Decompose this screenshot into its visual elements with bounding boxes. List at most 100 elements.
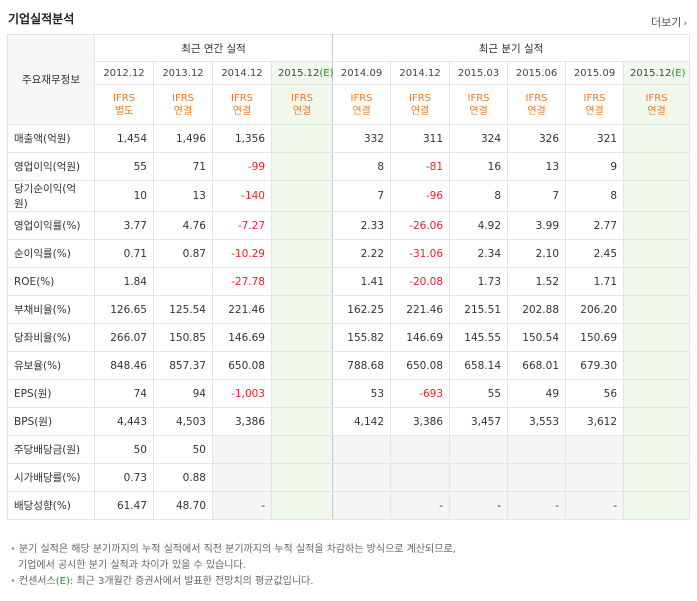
period-label: 2015.12 (630, 67, 672, 79)
table-cell: 3.77 (94, 211, 154, 240)
financial-table: 주요재무정보 최근 연간 실적 최근 분기 실적 2012.12 2013.12 2… (7, 34, 691, 520)
table-cell: 0.88 (153, 463, 213, 492)
estimate-mark: (E) (319, 67, 334, 79)
table-cell: 55 (94, 152, 154, 181)
table-cell (270, 435, 334, 464)
ifrs-header: IFRS 연결 (153, 84, 213, 125)
period-header: 2015.12(E) (270, 61, 334, 85)
footnote-2: • 컨센서스(E): 최근 3개월간 증권사에서 발표한 전망치의 평균값입니다. (10, 576, 314, 587)
table-cell: -96 (390, 180, 451, 212)
table-cell: 146.69 (390, 323, 451, 352)
ifrs-basis: 연결 (352, 105, 371, 117)
table-cell: 16 (449, 152, 509, 181)
table-cell: 145.55 (449, 323, 509, 352)
table-cell: -81 (390, 152, 451, 181)
chevron-right-icon: › (683, 19, 687, 29)
row-label: EPS(원) (7, 379, 95, 408)
table-row: 유보율(%) 848.46 857.37 650.08 788.68 650.08 658.… (7, 351, 691, 380)
table-cell (623, 295, 691, 324)
table-row: 영업이익(억원) 55 71 -99 8 -81 16 13 9 (7, 152, 691, 181)
table-cell: 49 (507, 379, 567, 408)
table-cell: 2.10 (507, 239, 567, 268)
footnote-1-text: 분기 실적은 해당 분기까지의 누적 실적에서 직전 분기까지의 누적 실적을 … (18, 544, 456, 555)
table-cell: 94 (153, 379, 213, 408)
table-row: 순이익률(%) 0.71 0.87 -10.29 2.22 -31.06 2.34 2.10 2… (7, 239, 691, 268)
table-cell: 2.45 (565, 239, 625, 268)
table-cell (623, 124, 691, 153)
ifrs-basis: 별도 (114, 105, 134, 117)
period-label: 2015.12 (278, 67, 320, 79)
table-cell: 332 (332, 124, 392, 153)
table-cell (270, 124, 334, 153)
table-cell: 150.54 (507, 323, 567, 352)
ifrs-label: IFRS (467, 92, 490, 104)
table-row: BPS(원) 4,443 4,503 3,386 4,142 3,386 3,457 3,55… (7, 407, 691, 436)
ifrs-header: IFRS 연결 (623, 84, 691, 125)
table-cell (449, 463, 509, 492)
table-cell (153, 267, 213, 296)
table-cell (270, 351, 334, 380)
table-cell (623, 379, 691, 408)
ifrs-header: IFRS 연결 (212, 84, 272, 125)
table-cell: 0.87 (153, 239, 213, 268)
footnote-1: • 분기 실적은 해당 분기까지의 누적 실적에서 직전 분기까지의 누적 실적을… (10, 544, 456, 555)
period-label: 2015.03 (457, 67, 500, 79)
table-cell: 2.34 (449, 239, 509, 268)
table-cell (623, 435, 691, 464)
table-cell (270, 180, 334, 212)
table-cell: 3.99 (507, 211, 567, 240)
table-cell: 4,142 (332, 407, 392, 436)
table-cell: - (565, 491, 625, 520)
table-cell (212, 435, 272, 464)
ifrs-label: IFRS (409, 92, 432, 104)
table-cell: 1,454 (94, 124, 154, 153)
ifrs-basis: 연결 (469, 105, 488, 117)
table-cell: 679.30 (565, 351, 625, 380)
table-row: 당기순이익(억원) 10 13 -140 7 -96 8 7 8 (7, 180, 691, 212)
table-cell: 155.82 (332, 323, 392, 352)
table-cell: 8 (565, 180, 625, 212)
table-cell: 53 (332, 379, 392, 408)
period-label: 2013.12 (162, 67, 204, 79)
period-label: 2014.12 (221, 67, 263, 79)
table-cell (390, 435, 451, 464)
table-cell (270, 239, 334, 268)
row-label: 주당배당금(원) (7, 435, 95, 464)
table-cell: 13 (507, 152, 567, 181)
row-label: 시가배당률(%) (7, 463, 95, 492)
table-cell: 321 (565, 124, 625, 153)
table-cell: 126.65 (94, 295, 154, 324)
period-label: 2015.06 (515, 67, 558, 79)
table-cell: -693 (390, 379, 451, 408)
table-row: 주당배당금(원) 50 50 (7, 435, 691, 464)
table-cell: 266.07 (94, 323, 154, 352)
ifrs-header: IFRS 연결 (565, 84, 625, 125)
table-cell: 162.25 (332, 295, 392, 324)
table-cell: -10.29 (212, 239, 272, 268)
more-link[interactable]: 더보기 › (651, 14, 687, 30)
table-cell: 9 (565, 152, 625, 181)
table-cell: 61.47 (94, 491, 154, 520)
table-row: 매출액(억원) 1,454 1,496 1,356 332 311 324 326 321 (7, 124, 691, 153)
table-cell: 150.69 (565, 323, 625, 352)
table-cell: 125.54 (153, 295, 213, 324)
table-cell: 7 (507, 180, 567, 212)
period-header: 2014.12 (212, 61, 272, 85)
table-cell (623, 323, 691, 352)
table-cell: 3,457 (449, 407, 509, 436)
table-cell (623, 239, 691, 268)
table-cell (390, 463, 451, 492)
table-cell: 3,386 (212, 407, 272, 436)
table-row: 배당성향(%) 61.47 48.70- - - - - (7, 491, 691, 520)
row-label: BPS(원) (7, 407, 95, 436)
footnote-1-cont: 기업에서 공시한 분기 실적과 차이가 있을 수 있습니다. (18, 560, 246, 571)
table-row: 부채비율(%) 126.65 125.54 221.46 162.25 221.46 215… (7, 295, 691, 324)
table-cell (332, 491, 392, 520)
table-cell (623, 351, 691, 380)
row-label: 부채비율(%) (7, 295, 95, 324)
table-cell (270, 295, 334, 324)
table-cell: 848.46 (94, 351, 154, 380)
table-cell (623, 267, 691, 296)
period-header: 2015.06 (507, 61, 567, 85)
ifrs-label: IFRS (583, 92, 606, 104)
